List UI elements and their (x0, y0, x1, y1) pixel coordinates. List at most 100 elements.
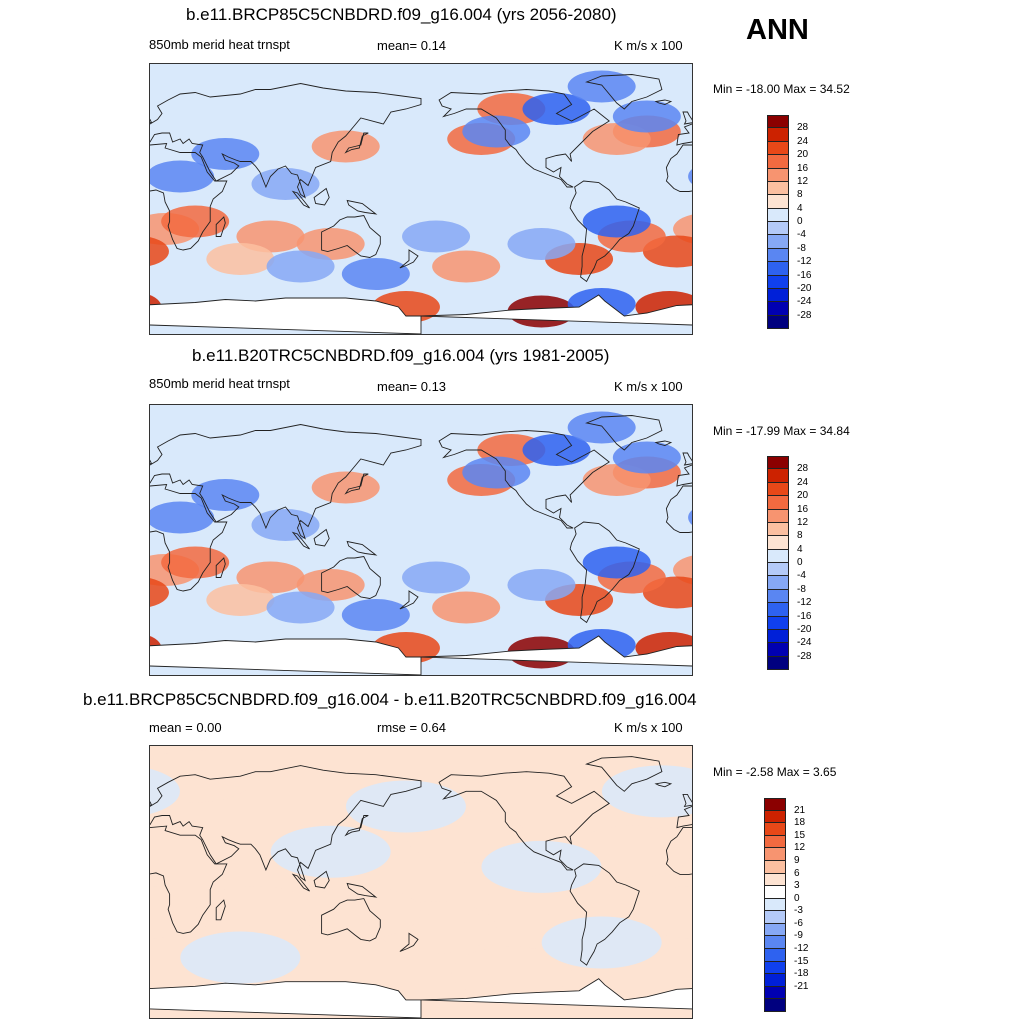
colorbar-box (767, 128, 789, 142)
field-anomaly-blob (432, 591, 501, 624)
field-anomaly-blob (191, 138, 260, 170)
colorbar-box (767, 629, 789, 644)
field-anomaly-blob (612, 441, 681, 474)
colorbar-tick-label: -20 (797, 282, 812, 294)
coastline-africa (150, 142, 228, 251)
colorbar-tick-label: 9 (794, 854, 800, 866)
coastline-australia (321, 215, 381, 258)
colorbar-tick-label: 12 (797, 516, 809, 528)
field-anomaly-blob (266, 250, 335, 283)
coastline-australia (321, 898, 381, 942)
coastline-iceland (654, 99, 673, 105)
colorbar-box (767, 643, 789, 657)
coastline-borneo (313, 870, 330, 889)
field-anomaly-blob (300, 886, 421, 939)
colorbar-box (767, 181, 789, 196)
field-anomaly-blob (571, 825, 692, 878)
panel1-colorbar: 28 24 20 16 12 8 4 0 -4 -8 -12 -16 -20 -24 -28 (767, 115, 837, 329)
coastline-british-isles (682, 452, 692, 466)
colorbar-tick-label: -16 (797, 269, 812, 281)
colorbar-box (767, 496, 789, 510)
panel3-units-label: K m/s x 100 (614, 720, 683, 735)
panel1-minmax-label: Min = -18.00 Max = 34.52 (713, 82, 850, 96)
panel3-minmax-label: Min = -2.58 Max = 3.65 (713, 765, 837, 779)
colorbar-tick-label: 8 (797, 189, 803, 201)
colorbar-box (767, 195, 789, 209)
panel2-mean-label: mean= 0.13 (377, 379, 447, 394)
coastline-new-guinea (346, 882, 378, 898)
field-anomaly-blob (612, 100, 681, 133)
coastline-new-zealand (399, 932, 419, 952)
colorbar-box (767, 482, 789, 497)
field-anomaly-blob (402, 561, 471, 594)
field-anomaly-blob (541, 916, 662, 969)
colorbar-tick-label: 18 (794, 817, 806, 829)
colorbar-box (764, 798, 786, 811)
coastline-borneo (313, 187, 330, 206)
colorbar-box (767, 288, 789, 303)
field-anomaly-blob (345, 780, 466, 833)
colorbar-box (767, 248, 789, 263)
colorbar-tick-label: 15 (794, 829, 806, 841)
field-anomaly-blob (251, 168, 320, 200)
coastline-australia (321, 556, 381, 599)
panel2-colorbar: 28 24 20 16 12 8 4 0 -4 -8 -12 -16 -20 -24 -28 (767, 456, 837, 670)
colorbar-box (767, 222, 789, 236)
colorbar-tick-label: -9 (794, 930, 803, 942)
field-anomaly-blob (522, 434, 591, 466)
coastline-madagascar (215, 557, 226, 578)
colorbar-frame (764, 798, 786, 1012)
coastline-antarctica (150, 981, 422, 1018)
field-anomaly-blob (251, 509, 320, 541)
colorbar-box (764, 986, 786, 1000)
colorbar-box (764, 810, 786, 824)
field-anomaly-blob (522, 93, 591, 125)
panel1-units-label: K m/s x 100 (614, 38, 683, 53)
field-anomaly-blob (150, 501, 215, 534)
colorbar-box (764, 873, 786, 887)
colorbar-box (764, 886, 786, 899)
colorbar-box (767, 235, 789, 249)
colorbar-tick-label: 12 (797, 175, 809, 187)
coastline-new-zealand (399, 590, 419, 610)
colorbar-box (767, 155, 789, 169)
coastline-africa (150, 483, 228, 592)
coastline-eurasia (150, 83, 422, 199)
panel2-units-label: K m/s x 100 (614, 379, 683, 394)
colorbar-box (767, 208, 789, 222)
colorbar-tick-label: -8 (797, 242, 806, 254)
field-anomaly-blob (462, 456, 531, 489)
coastline-madagascar (215, 216, 226, 237)
colorbar-tick-label: 24 (797, 476, 809, 488)
colorbar-box (764, 860, 786, 874)
colorbar-tick-label: -16 (797, 610, 812, 622)
colorbar-box (764, 923, 786, 937)
colorbar-tick-label: 20 (797, 149, 809, 161)
colorbar-tick-label: 28 (797, 122, 809, 134)
field-anomaly-blob (462, 115, 531, 148)
coastline-antarctica (420, 978, 692, 1010)
colorbar-tick-label: -28 (797, 309, 812, 321)
colorbar-box (764, 936, 786, 950)
coastline-madagascar (215, 899, 226, 921)
panel2-variable-label: 850mb merid heat trnspt (149, 376, 290, 391)
panel3-colorbar: 21 18 15 12 9 6 3 0 -3 -6 -9 -12 -15 -18 -21 (764, 798, 834, 1012)
field-anomaly-blob (270, 825, 391, 878)
coastline-sumatra (291, 531, 310, 550)
field-anomaly-blob (150, 578, 169, 607)
coastline-south-america (569, 180, 640, 283)
coastline-japan (344, 473, 369, 495)
panel3-title: b.e11.BRCP85C5CNBDRD.f09_g16.004 - b.e11… (83, 690, 697, 709)
colorbar-tick-label: -8 (797, 583, 806, 595)
colorbar-tick-label: 16 (797, 162, 809, 174)
field-anomaly-blob (150, 886, 210, 939)
panel3-mean-label: mean = 0.00 (149, 720, 222, 735)
coastline-sumatra (291, 873, 310, 892)
field-anomaly-blob (451, 946, 572, 999)
colorbar-box (767, 616, 789, 630)
field-anomaly-blob (567, 411, 636, 444)
coastline-south-america (569, 863, 640, 966)
coastline-british-isles (150, 118, 153, 124)
colorbar-box (764, 823, 786, 836)
coastline-antarctica (150, 638, 422, 675)
